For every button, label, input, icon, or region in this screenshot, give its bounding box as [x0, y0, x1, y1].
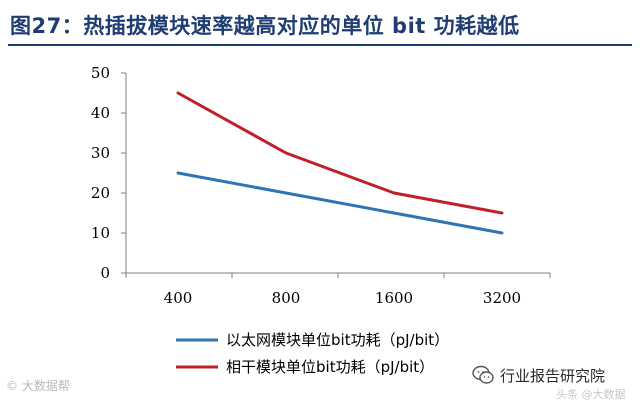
watermark-left: © 大数据帮: [6, 379, 70, 393]
series-line-0: [176, 171, 504, 235]
legend-label-0: 以太网模块单位bit功耗（pJ/bit）: [226, 331, 449, 349]
chart-series: [176, 91, 504, 235]
title-underline: [8, 44, 632, 46]
y-tick-label: 50: [91, 64, 110, 82]
figure-title: 图27：热插拔模块速率越高对应的单位 bit 功耗越低: [10, 14, 520, 38]
y-tick-label: 30: [91, 144, 110, 162]
wechat-icon: [472, 365, 494, 384]
x-tick-label: 3200: [483, 289, 521, 307]
x-tick-label: 400: [164, 289, 193, 307]
y-axis-ticks: 0 10 20 30 40 50: [91, 64, 126, 282]
y-tick-label: 20: [91, 184, 110, 202]
y-tick-label: 10: [91, 224, 110, 242]
legend-label-1: 相干模块单位bit功耗（pJ/bit）: [226, 358, 434, 376]
x-tick-label: 800: [272, 289, 301, 307]
x-axis-ticks: 400 800 1600 3200: [125, 273, 551, 307]
watermark-sub: 头条 @大数据: [556, 388, 626, 401]
series-line-1: [176, 91, 504, 215]
y-tick-label: 0: [100, 264, 110, 282]
chart-legend: 以太网模块单位bit功耗（pJ/bit） 相干模块单位bit功耗（pJ/bit）: [176, 331, 449, 376]
y-tick-label: 40: [91, 104, 110, 122]
x-tick-label: 1600: [375, 289, 413, 307]
source-account: 行业报告研究院: [472, 364, 605, 386]
source-account-name: 行业报告研究院: [500, 366, 606, 385]
